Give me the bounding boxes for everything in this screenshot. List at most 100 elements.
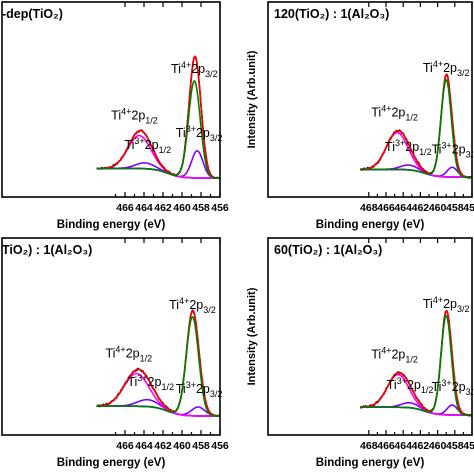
annotation-level: 2p	[196, 382, 210, 396]
plot-frame	[1, 1, 221, 198]
x-tick-label: 464	[394, 440, 412, 452]
curves-group	[359, 309, 472, 417]
annotation-ion: Ti	[111, 108, 121, 122]
ti4-2p32-component	[359, 79, 472, 178]
x-tick-label: 456	[463, 202, 474, 214]
annotation-charge: 3+	[441, 378, 451, 388]
annotation-subshell: 3/2	[457, 304, 470, 314]
annotation-level: 2p	[131, 108, 145, 122]
x-axis-label: Binding energy (eV)	[57, 219, 166, 231]
x-tick-label: 462	[154, 440, 172, 452]
annotation-ion: Ti	[431, 142, 441, 156]
x-tick-label: 456	[211, 440, 229, 452]
peak-annotation: Ti4+2p1/2	[105, 344, 152, 363]
x-tick-label: 462	[154, 202, 172, 214]
annotation-charge: 3+	[137, 373, 147, 383]
peak-annotation: Ti4+2p3/2	[423, 59, 470, 78]
annotation-level: 2p	[191, 62, 205, 76]
plot-frame	[267, 1, 473, 198]
annotation-subshell: 1/2	[159, 145, 172, 155]
annotation-charge: 3+	[441, 140, 451, 150]
envelope-fit-line	[359, 309, 472, 416]
annotation-ion: Ti	[371, 106, 381, 120]
peak-annotation: Ti3+2p3/2	[176, 124, 223, 143]
x-axis-label: Binding energy (eV)	[57, 457, 166, 469]
x-tick-label: 460	[173, 202, 191, 214]
y-axis-label: Intensity (Arb.unit)	[246, 287, 258, 385]
peak-annotation: Ti4+2p1/2	[371, 346, 418, 365]
x-tick-label: 468	[360, 202, 378, 214]
annotation-subshell: 3/2	[466, 149, 474, 159]
peak-annotation: Ti4+2p3/2	[171, 60, 218, 79]
x-tick-label: 464	[135, 202, 153, 214]
x-axis-label: Binding energy (eV)	[316, 457, 425, 469]
peak-annotation: Ti4+2p1/2	[111, 106, 158, 125]
panel-title: -dep(TiO₂)	[2, 7, 63, 21]
annotation-charge: 4+	[115, 344, 125, 354]
annotation-ion: Ti	[127, 375, 137, 389]
annotation-subshell: 3/2	[466, 387, 474, 397]
chart-panel-4: 468466464462460458456 Binding energy (eV)…	[246, 237, 474, 469]
annotation-ion: Ti	[171, 62, 181, 76]
annotation-charge: 4+	[179, 296, 189, 306]
annotation-ion: Ti	[431, 380, 441, 394]
envelope-fit-line	[96, 309, 220, 417]
x-axis-label: Binding energy (eV)	[316, 219, 425, 231]
annotation-level: 2p	[391, 348, 405, 362]
panel-title: TiO₂) : 1(Al₂O₃)	[2, 243, 92, 257]
annotation-level: 2p	[126, 346, 140, 360]
x-tick-label: 466	[377, 202, 395, 214]
annotation-level: 2p	[391, 106, 405, 120]
annotation-level: 2p	[196, 126, 210, 140]
x-tick-label: 456	[463, 440, 474, 452]
annotation-subshell: 1/2	[140, 353, 153, 363]
chart-panel-3: 466 464 462 460 458 456 Binding energy (eV) TiO…	[1, 237, 229, 469]
annotation-charge: 3+	[395, 138, 405, 148]
x-tick-label: 462	[412, 202, 430, 214]
x-tick-label: 466	[377, 440, 395, 452]
peak-annotation: Ti4+2p3/2	[423, 295, 470, 314]
annotation-level: 2p	[452, 380, 466, 394]
x-tick-label: 458	[192, 440, 210, 452]
x-tick-label: 462	[412, 440, 430, 452]
peak-annotation: Ti3+2p1/2	[387, 376, 434, 395]
envelope-fit-line	[359, 74, 472, 178]
x-tick-label: 464	[394, 202, 412, 214]
annotation-subshell: 3/2	[210, 389, 223, 399]
annotation-charge: 3+	[186, 124, 196, 134]
chart-panel-1: 466 464 462 460 458 456 Binding energy (eV) -de…	[1, 1, 229, 231]
annotation-subshell: 1/2	[419, 147, 432, 157]
annotation-charge: 4+	[433, 295, 443, 305]
peak-annotation: Ti3+2p3/2	[431, 378, 474, 397]
x-tick-label: 460	[429, 202, 447, 214]
annotation-level: 2p	[189, 298, 203, 312]
annotation-ion: Ti	[124, 138, 134, 152]
annotation-level: 2p	[407, 378, 421, 392]
annotation-charge: 3+	[134, 136, 144, 146]
annotation-subshell: 3/2	[203, 305, 216, 315]
curves-group	[359, 73, 472, 179]
peak-annotation: Ti3+2p3/2	[431, 140, 474, 159]
annotation-subshell: 1/2	[405, 113, 418, 123]
annotation-charge: 3+	[397, 376, 407, 386]
x-tick-label: 468	[360, 440, 378, 452]
annotation-ion: Ti	[387, 378, 397, 392]
peak-annotation: Ti3+2p1/2	[385, 138, 432, 157]
curves-group	[96, 309, 220, 417]
envelope-fit-line	[96, 55, 220, 179]
panel-title: 60(TiO₂) : 1(Al₂O₃)	[274, 243, 382, 257]
plot-frame	[1, 237, 221, 436]
peak-annotation: Ti3+2p3/2	[176, 380, 223, 399]
annotation-subshell: 1/2	[421, 385, 434, 395]
peak-annotation: Ti4+2p1/2	[371, 104, 418, 123]
annotation-charge: 4+	[121, 106, 131, 116]
y-axis-label: Intensity (Arb.unit)	[246, 50, 258, 148]
annotation-subshell: 3/2	[205, 69, 218, 79]
peak-annotation: Ti3+2p1/2	[127, 373, 174, 392]
annotation-ion: Ti	[176, 126, 186, 140]
x-tick-label: 458	[446, 440, 464, 452]
chart-panel-2: 468466464462460458456 Binding energy (eV)…	[246, 1, 474, 231]
annotation-level: 2p	[148, 375, 162, 389]
annotation-subshell: 1/2	[145, 115, 158, 125]
